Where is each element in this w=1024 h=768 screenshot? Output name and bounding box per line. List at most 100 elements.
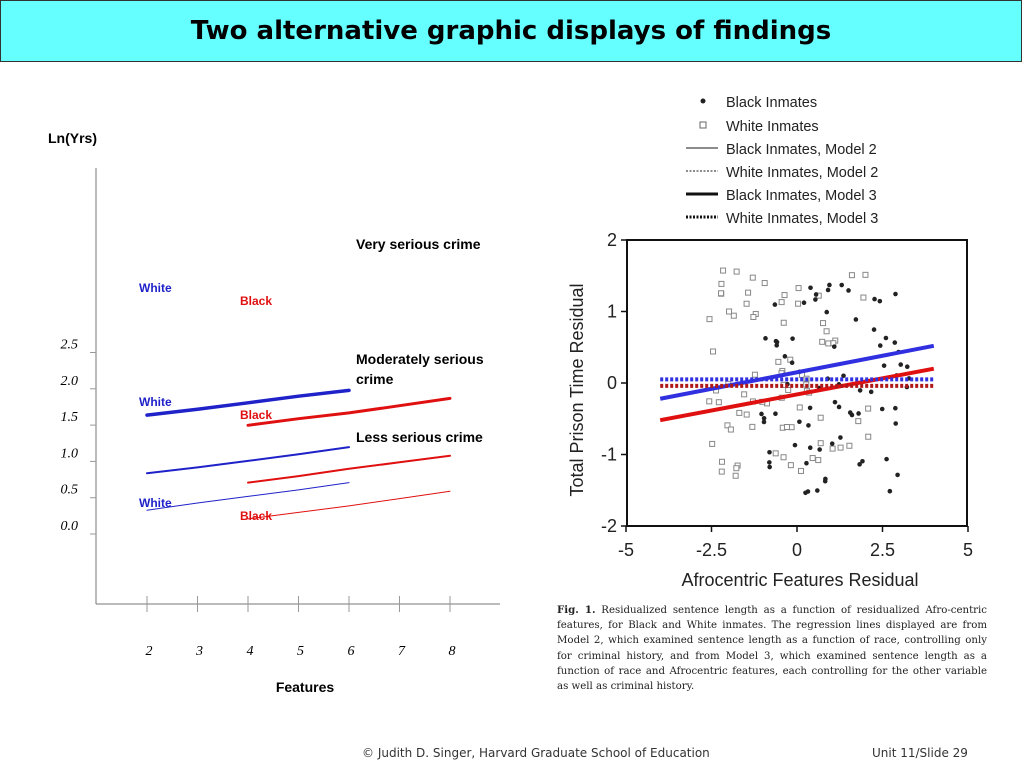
scatter-point-white <box>733 465 740 472</box>
caption-text: Residualized sentence length as a functi… <box>557 605 987 693</box>
x-axis-label: Features <box>276 679 335 695</box>
scatter-point-white <box>778 299 785 306</box>
scatter-point-white <box>820 320 827 327</box>
legend-entry: Black Inmates, Model 2 <box>726 142 877 158</box>
scatter-point-white <box>710 348 717 355</box>
legend-entry: Black Inmates, Model 3 <box>726 188 877 204</box>
scatter-point-black <box>860 458 865 464</box>
scatter-point-white <box>860 294 867 301</box>
group-label-moderate-line1: Moderately serious <box>356 351 484 367</box>
scatter-point-black <box>829 441 835 446</box>
scatter-point-white <box>730 312 737 319</box>
scatter-point-white <box>733 268 740 275</box>
scatter-point-black <box>806 423 811 428</box>
scatter-point-black <box>824 309 830 315</box>
y-tick-label: 0.5 <box>61 483 79 498</box>
scatter-point-white <box>718 280 725 287</box>
scatter-point-black <box>846 288 851 293</box>
scatter-point-black <box>898 362 904 367</box>
caption-label: Fig. 1. <box>557 604 596 616</box>
scatter-point-white <box>785 386 792 393</box>
scatter-point-black <box>883 335 889 341</box>
scatter-point-black <box>827 282 832 288</box>
line-black-3 <box>247 490 451 520</box>
scatter-point-white <box>809 455 816 462</box>
scatter-point-white <box>815 457 822 464</box>
scatter-point-black <box>895 472 900 478</box>
scatter-point-black <box>804 460 809 466</box>
scatter-point-white <box>848 272 855 279</box>
scatter-point-black <box>832 399 838 405</box>
y-axis-label: Ln(Yrs) <box>48 130 97 146</box>
scatter-point-white <box>709 440 716 447</box>
scatter-point-white <box>761 280 768 287</box>
scatter-point-white <box>772 450 779 457</box>
legend-entry: White Inmates, Model 3 <box>726 211 878 227</box>
scatter-point-white <box>736 409 743 416</box>
legend-entry: White Inmates <box>726 119 819 135</box>
x-tick-label: 2 <box>146 644 153 659</box>
line-black-1 <box>246 396 452 427</box>
footer-copyright: © Judith D. Singer, Harvard Graduate Sch… <box>362 746 710 760</box>
scatter-point-white <box>865 405 872 412</box>
scatter-point-white <box>743 411 750 418</box>
scatter-point-white <box>775 358 782 365</box>
scatter-y-tick-label: 0 <box>607 373 617 393</box>
scatter-point-white <box>846 442 853 449</box>
scatter-point-black <box>782 354 788 359</box>
scatter-point-black <box>838 435 843 440</box>
scatter-x-tick-label: 0 <box>792 540 802 560</box>
scatter-plot-frame <box>626 239 968 527</box>
y-tick-label: 2.0 <box>61 374 79 389</box>
x-tick-label: 6 <box>348 644 355 659</box>
scatter-point-black <box>887 488 893 494</box>
scatter-point-white <box>732 472 739 479</box>
scatter-point-black <box>797 419 802 425</box>
scatter-point-black <box>767 460 772 465</box>
scatter-point-white <box>718 290 725 297</box>
x-tick-label: 7 <box>398 644 406 659</box>
scatter-point-black <box>773 411 778 416</box>
scatter-point-black <box>792 442 798 448</box>
scatter-point-white <box>750 313 757 320</box>
scatter-point-white <box>819 338 826 345</box>
slide-title: Two alternative graphic displays of find… <box>190 16 832 46</box>
scatter-x-tick-label: -5 <box>618 540 634 560</box>
scatter-point-black <box>877 343 883 348</box>
scatter-point-white <box>718 468 725 475</box>
scatter-point-white <box>865 433 872 440</box>
scatter-point-black <box>853 317 859 322</box>
scatter-point-black <box>884 456 889 462</box>
scatter-point-black <box>831 344 837 349</box>
title-bar: Two alternative graphic displays of find… <box>0 0 1022 62</box>
scatter-point-black <box>879 406 885 412</box>
scatter-point-black <box>823 476 828 482</box>
y-tick-label: 1.5 <box>61 410 79 425</box>
scatter-point-black <box>813 297 818 302</box>
series-label-white: White <box>139 281 172 295</box>
scatter-point-white <box>724 422 731 429</box>
scatter-point-black <box>877 298 883 304</box>
scatter-point-white <box>745 289 752 296</box>
figure-caption: Fig. 1. Residualized sentence length as … <box>557 603 987 694</box>
scatter-point-black <box>841 373 846 379</box>
scatter-point-black <box>767 449 772 455</box>
scatter-point-black <box>857 462 862 467</box>
scatter-point-white <box>720 267 727 274</box>
scatter-point-white <box>796 404 803 411</box>
scatter-point-black <box>790 336 795 341</box>
scatter-point-black <box>817 447 822 452</box>
scatter-point-white <box>727 426 734 433</box>
x-tick-label: 8 <box>449 644 456 659</box>
scatter-point-white <box>749 423 756 430</box>
scatter-point-black <box>813 292 819 297</box>
group-label-less-serious: Less serious crime <box>356 429 483 445</box>
scatter-point-white <box>741 391 748 398</box>
footer-slide-number: Unit 11/Slide 29 <box>872 746 968 760</box>
scatter-point-black <box>904 364 910 370</box>
series-label-black: Black <box>240 294 272 308</box>
regression-line <box>659 366 935 423</box>
scatter-y-axis-label: Total Prison Time Residual <box>567 283 587 496</box>
scatter-point-white <box>726 308 733 315</box>
legend-entry: White Inmates, Model 2 <box>726 165 878 181</box>
